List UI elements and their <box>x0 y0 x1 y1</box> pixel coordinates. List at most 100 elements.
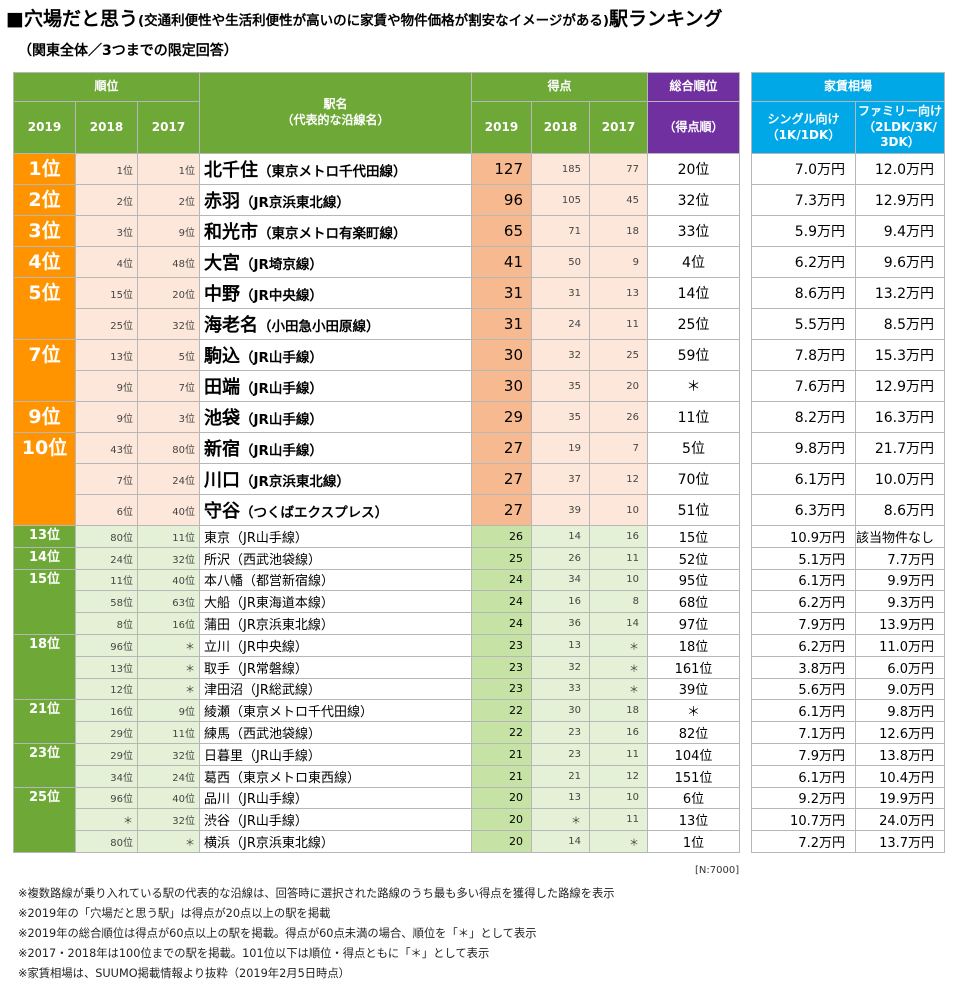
station-cell: 田端（JR山手線） <box>199 370 472 402</box>
score-2017-cell: 12 <box>589 764 648 788</box>
station-line: （JR京浜東北線） <box>230 836 334 852</box>
column-gap <box>739 72 752 154</box>
rank-2018-cell: 96位 <box>75 633 138 657</box>
score-2017-cell: 8 <box>589 590 648 614</box>
station-cell: 日暮里（JR山手線） <box>199 742 472 766</box>
score-2019-cell: 23 <box>471 677 532 701</box>
overall-rank-cell: 4位 <box>647 246 740 278</box>
score-2017-cell: 16 <box>589 525 648 548</box>
rank-2017-cell: ＊ <box>137 655 200 679</box>
rank-cell: 25位 <box>13 786 76 853</box>
rank-2017-cell: 7位 <box>137 370 200 402</box>
station-name: 大船 <box>204 596 231 612</box>
score-2019-cell: 27 <box>471 432 532 464</box>
station-name: 和光市 <box>204 222 258 243</box>
score-2018-cell: 32 <box>531 339 590 371</box>
table-row: 9位 7位 田端（JR山手線） 30 35 20 ＊ 7.6万円 12.9万円 <box>14 370 946 402</box>
station-cell: 所沢（西武池袋線） <box>199 546 472 570</box>
header-single-label: シングル向け <box>767 111 840 126</box>
station-cell: 葛西（東京メトロ東西線） <box>199 764 472 788</box>
table-row: 12位＊津田沼（JR総武線） 23 33 ＊ 39位 5.6万円 9.0万円 <box>14 677 946 701</box>
column-gap <box>739 699 752 722</box>
score-2019-cell: 20 <box>471 830 532 853</box>
rent-single-cell: 9.2万円 <box>751 786 856 810</box>
rank-2018-cell: 2位 <box>75 184 138 216</box>
score-2018-cell: 19 <box>531 432 590 464</box>
header-rank: 順位 <box>13 72 200 102</box>
title-end: 駅ランキング <box>609 8 723 30</box>
rent-family-cell: 9.3万円 <box>854 590 946 614</box>
rank-cell: 23位 <box>13 742 76 788</box>
rank-cell: 2位 <box>13 184 76 216</box>
score-2018-cell: 50 <box>531 246 590 278</box>
rank-2017-cell: 16位 <box>137 612 200 635</box>
score-2019-cell: 26 <box>471 525 532 548</box>
station-name: 赤羽 <box>204 191 240 212</box>
score-2018-cell: 105 <box>531 184 590 216</box>
header-family: ファミリー向け （2LDK/3K/ 3DK） <box>854 101 946 154</box>
rent-family-cell: 8.6万円 <box>854 494 946 526</box>
table-row: ＊ 32位 渋谷（JR山手線） 20 ＊ 11 13位 10.7万円 24.0万円 <box>14 808 946 832</box>
rank-2018-cell: 13位 <box>75 655 138 679</box>
header-station-name: 駅名 <box>323 97 348 112</box>
footnote: ※複数路線が乗り入れている駅の代表的な沿線は、回答時に選択された路線のうち最も多… <box>18 887 615 900</box>
score-2018-cell: 35 <box>531 401 590 433</box>
station-name: 葛西 <box>204 770 231 786</box>
station-name: 守谷 <box>204 501 240 522</box>
rent-single-cell: 6.1万円 <box>751 699 856 723</box>
station-line: （都営新宿線） <box>243 574 335 590</box>
column-gap <box>739 743 752 766</box>
score-2018-cell: 71 <box>531 215 590 247</box>
score-2018-cell: ＊ <box>531 808 590 832</box>
rent-single-cell: 5.5万円 <box>751 308 856 340</box>
station-cell: 蒲田（JR京浜東北線） <box>199 612 472 635</box>
header-score-2018: 2018 <box>531 101 590 154</box>
rent-family-cell: 10.0万円 <box>854 463 946 495</box>
column-gap <box>739 612 752 635</box>
rank-2017-cell: 32位 <box>137 808 200 832</box>
rank-2017-cell: 3位 <box>137 401 200 433</box>
rent-family-cell: 11.0万円 <box>854 633 946 657</box>
score-2018-cell: 34 <box>531 568 590 592</box>
table-row: 13位＊取手（JR常磐線） 23 32 ＊ 161位 3.8万円 6.0万円 <box>14 655 946 679</box>
rank-cell: 14位 <box>13 546 76 570</box>
rent-single-cell: 7.0万円 <box>751 153 856 185</box>
overall-rank-cell: 13位 <box>647 808 740 832</box>
station-cell: 赤羽（JR京浜東北線） <box>199 184 472 216</box>
station-cell: 守谷（つくばエクスプレス） <box>199 494 472 526</box>
header-year-2019: 2019 <box>13 101 76 154</box>
station-cell: 品川（JR山手線） <box>199 786 472 810</box>
overall-rank-cell: 51位 <box>647 494 740 526</box>
rent-family-cell: 9.9万円 <box>854 568 946 592</box>
score-2019-cell: 30 <box>471 339 532 371</box>
overall-rank-cell: 59位 <box>647 339 740 371</box>
table-row: 1位 1位 1位 北千住（東京メトロ千代田線） 127 185 77 20位 7.0万円 12.0… <box>13 153 946 185</box>
station-cell: 取手（JR常磐線） <box>199 655 472 679</box>
header-family-sub2: 3DK） <box>880 135 920 150</box>
overall-rank-cell: 161位 <box>647 655 740 679</box>
header-family-sub: （2LDK/3K/ <box>863 119 937 134</box>
station-line: （西武池袋線） <box>230 727 322 743</box>
station-name: 所沢 <box>204 552 231 568</box>
header-overall-sub: （得点順） <box>647 101 740 154</box>
rent-family-cell: 12.6万円 <box>854 721 946 744</box>
table-row: 7位 13位 5位 駒込（JR山手線） 30 32 25 59位 7.8万円 15.3万円 <box>13 339 946 402</box>
rent-family-cell: 16.3万円 <box>854 401 946 433</box>
overall-rank-cell: 32位 <box>647 184 740 216</box>
score-2019-cell: 31 <box>471 277 532 309</box>
rank-2018-cell: 6位 <box>75 494 138 526</box>
station-line: （JR常磐線） <box>230 661 308 677</box>
station-line: （JR山手線） <box>230 792 308 808</box>
rank-2018-cell: 7位 <box>75 463 138 495</box>
station-name: 新宿 <box>204 439 240 460</box>
rent-single-cell: 9.8万円 <box>751 432 856 464</box>
station-line: （JR山手線） <box>240 443 323 459</box>
score-2018-cell: 14 <box>531 830 590 853</box>
rank-2017-cell: 32位 <box>137 546 200 570</box>
table-row: 13位 80位 11位 東京（JR山手線） 26 14 16 15位 10.9万円 該当物件なし <box>13 525 946 548</box>
rent-single-cell: 6.1万円 <box>751 463 856 495</box>
header-year-2017: 2017 <box>137 101 200 154</box>
header-station-sub: （代表的な沿線名） <box>281 113 390 127</box>
rent-family-cell: 10.4万円 <box>854 764 946 788</box>
score-2017-cell: 18 <box>589 699 648 723</box>
